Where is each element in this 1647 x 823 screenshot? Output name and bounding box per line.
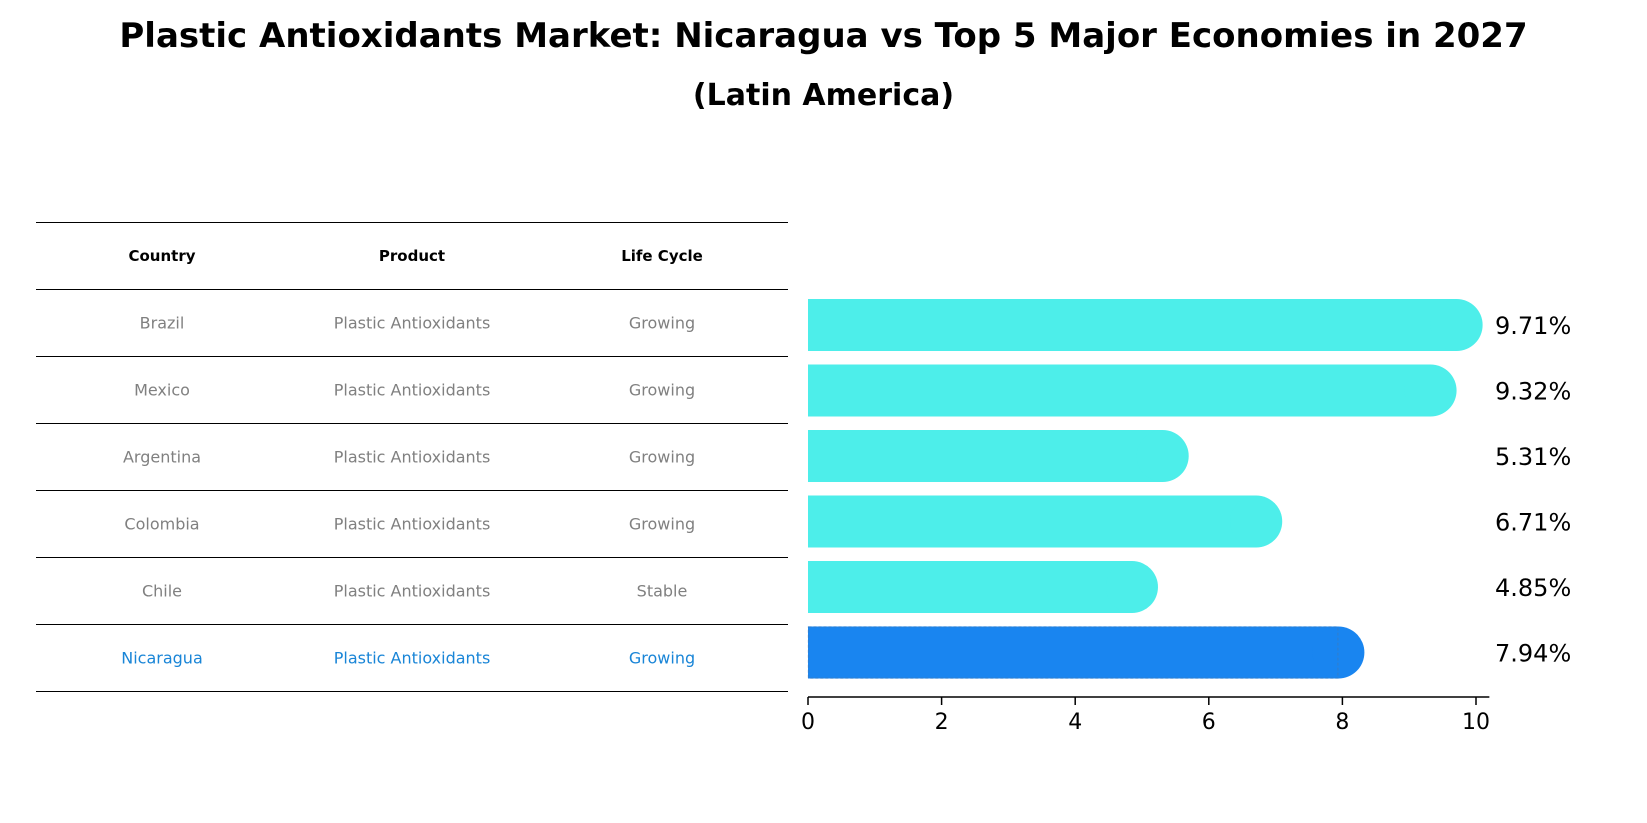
- table-rule-4: [36, 490, 788, 491]
- table-cell-country: Colombia: [124, 514, 200, 533]
- table-cell-life-cycle: Growing: [628, 313, 696, 332]
- x-tick-label-6: 6: [1202, 710, 1216, 735]
- bar-cap-chile: [1105, 561, 1158, 613]
- value-label-argentina: 5.31%: [1495, 443, 1571, 471]
- bar-cap-mexico: [1404, 364, 1457, 417]
- bar-nicaragua: [808, 626, 1339, 679]
- table-cell-life-cycle: Growing: [628, 648, 696, 667]
- table-cell-product: Plastic Antioxidants: [333, 447, 491, 466]
- value-label-mexico: 9.32%: [1495, 378, 1571, 406]
- chart-title: Plastic Antioxidants Market: Nicaragua v…: [119, 16, 1528, 56]
- table-cell-country: Brazil: [139, 313, 185, 332]
- table-cell-product: Plastic Antioxidants: [333, 313, 491, 332]
- table-cell-product: Plastic Antioxidants: [333, 380, 491, 399]
- table-cell-life-cycle: Stable: [636, 581, 688, 600]
- table-header-country: Country: [128, 246, 196, 265]
- x-tick-label-10: 10: [1462, 710, 1490, 735]
- table-rule-1: [36, 289, 788, 290]
- x-tick-label-4: 4: [1068, 710, 1082, 735]
- table-rule-5: [36, 557, 788, 558]
- table-cell-product: Plastic Antioxidants: [333, 581, 491, 600]
- bar-colombia: [808, 495, 1257, 548]
- table-header-product: Product: [378, 246, 446, 265]
- x-tick-label-8: 8: [1335, 710, 1349, 735]
- table-rule-7: [36, 691, 788, 692]
- bar-cap-argentina: [1136, 430, 1189, 482]
- table-rule-2: [36, 356, 788, 357]
- table-cell-life-cycle: Growing: [628, 447, 696, 466]
- bar-outline-nicaragua: [807, 626, 1339, 679]
- bar-chile: [808, 561, 1132, 613]
- bar-argentina: [808, 430, 1163, 482]
- table-cell-life-cycle: Growing: [628, 380, 696, 399]
- table-cell-country: Nicaragua: [121, 648, 203, 667]
- table-cell-country: Chile: [141, 581, 183, 600]
- table-rule-3: [36, 423, 788, 424]
- table-header-life-cycle: Life Cycle: [621, 246, 703, 265]
- x-tick-label-2: 2: [935, 710, 949, 735]
- x-tick-label-0: 0: [801, 710, 815, 735]
- table-cell-country: Mexico: [134, 380, 190, 399]
- chart-subtitle: (Latin America): [692, 78, 955, 113]
- table-cell-product: Plastic Antioxidants: [333, 648, 491, 667]
- bar-mexico: [808, 364, 1431, 417]
- value-label-nicaragua: 7.94%: [1495, 640, 1571, 668]
- table-rule-6: [36, 624, 788, 625]
- bar-cap-nicaragua: [1312, 626, 1365, 679]
- bar-cap-brazil: [1430, 299, 1483, 351]
- value-label-colombia: 6.71%: [1495, 509, 1571, 537]
- table-cell-product: Plastic Antioxidants: [333, 514, 491, 533]
- table-rule-0: [36, 222, 788, 223]
- table-cell-life-cycle: Growing: [628, 514, 696, 533]
- bar-cap-colombia: [1230, 495, 1283, 548]
- value-label-chile: 4.85%: [1495, 574, 1571, 602]
- value-label-brazil: 9.71%: [1495, 312, 1571, 340]
- bar-brazil: [808, 299, 1457, 351]
- table-cell-country: Argentina: [122, 447, 202, 466]
